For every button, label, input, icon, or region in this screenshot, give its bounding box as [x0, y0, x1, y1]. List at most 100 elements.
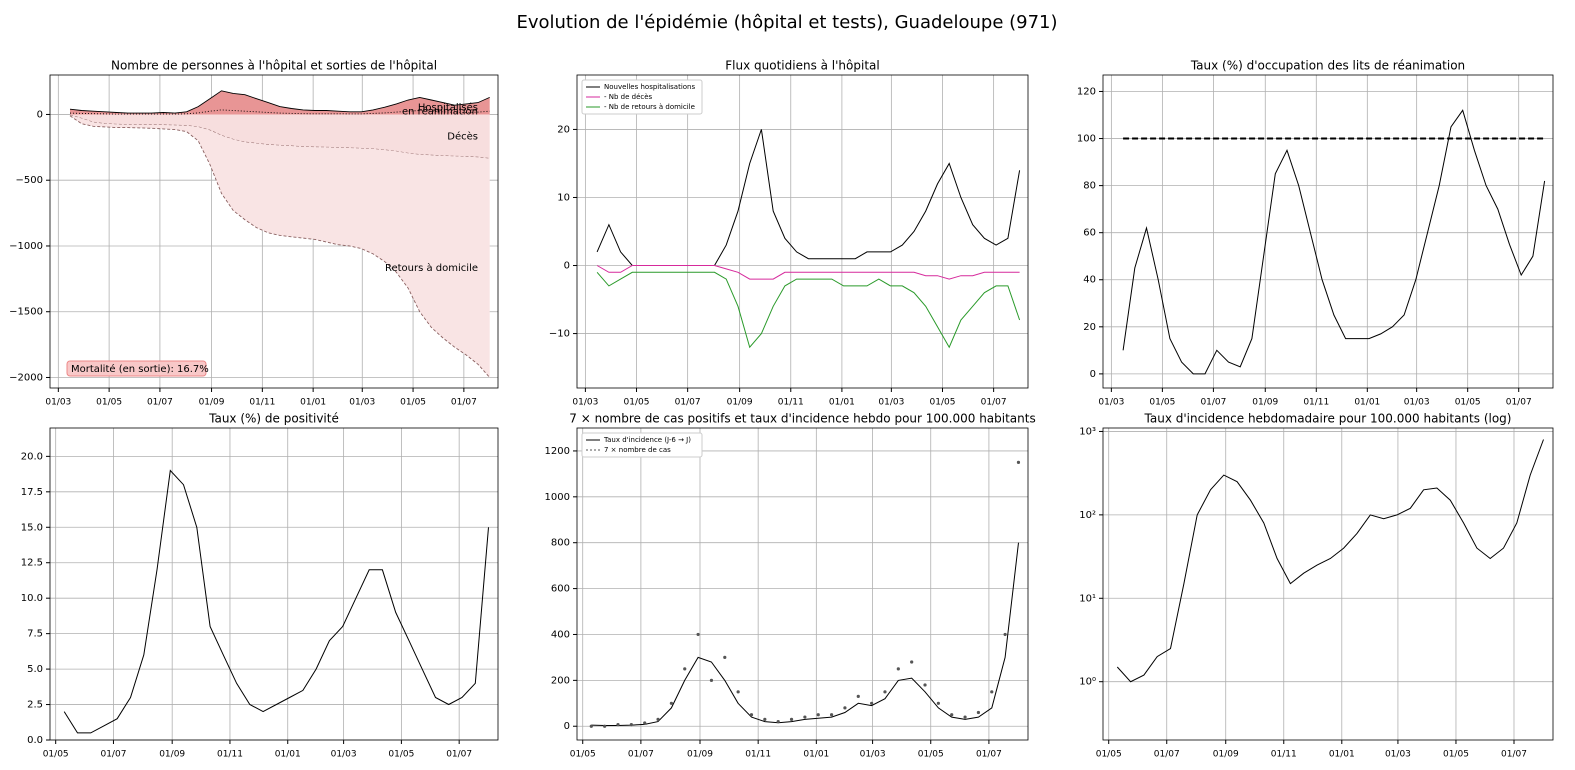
y-tick-label: 1000: [545, 492, 570, 503]
y-tick-label: 5.0: [27, 664, 43, 675]
y-tick-label: 15.0: [21, 522, 43, 533]
x-tick-label: 01/01: [1354, 398, 1380, 408]
x-tick-label: 01/11: [249, 398, 275, 408]
legend-box: [581, 79, 703, 115]
chart-title: Nombre de personnes à l'hôpital et sorti…: [111, 59, 437, 73]
y-tick-label: 17.5: [21, 487, 43, 498]
dot: [843, 706, 847, 710]
x-tick-label: 01/07: [1501, 750, 1527, 760]
y-tick-label: 120: [1077, 86, 1096, 97]
y-tick-label: 0: [1090, 369, 1096, 380]
area: [70, 90, 490, 115]
y-tick-label: 40: [1083, 275, 1096, 286]
dot: [616, 723, 620, 727]
dot: [896, 667, 900, 671]
y-tick-label: 800: [551, 538, 570, 549]
x-tick-label: 01/05: [1443, 750, 1469, 760]
dot: [910, 660, 914, 664]
area-edge: [69, 115, 491, 378]
x-tick-label: 01/07: [1154, 750, 1180, 760]
x-tick-label: 01/01: [300, 398, 326, 408]
x-tick-label: 01/07: [976, 750, 1002, 760]
y-tick-label: 200: [551, 675, 570, 686]
dot: [603, 724, 607, 728]
area: [70, 115, 490, 378]
series-label: Hospitalisés: [418, 101, 478, 113]
chart-title: Taux (%) d'occupation des lits de réanim…: [1190, 59, 1465, 73]
y-tick-label: 0: [37, 109, 43, 120]
x-tick-label: 01/03: [878, 398, 904, 408]
x-tick-label: 01/07: [981, 398, 1007, 408]
y-tick-label: 400: [551, 629, 570, 640]
dot: [1003, 632, 1007, 637]
y-tick-label: 10⁰: [1079, 677, 1096, 688]
y-tick-label: 2.5: [27, 700, 43, 711]
line: [596, 265, 1020, 280]
line: [1116, 439, 1544, 683]
x-tick-label: 01/03: [349, 398, 375, 408]
dot: [669, 701, 673, 705]
dot: [829, 713, 834, 717]
x-tick-label: 01/01: [829, 398, 855, 408]
x-tick-label: 01/05: [43, 750, 69, 760]
plot-frame: [49, 427, 499, 741]
x-tick-label: 01/05: [1096, 750, 1122, 760]
plot-frame: [1102, 74, 1554, 389]
x-tick-label: 01/05: [96, 398, 122, 408]
legend-label: Nouvelles hospitalisations: [604, 83, 695, 91]
x-tick-label: 01/03: [572, 398, 598, 408]
dot: [629, 723, 633, 727]
dot: [1016, 460, 1021, 465]
y-tick-label: 20: [1083, 322, 1096, 333]
y-tick-label: 0: [564, 721, 570, 732]
dot: [656, 717, 660, 721]
dot: [803, 715, 807, 719]
legend-label: - Nb de retours à domicile: [604, 103, 695, 111]
annotation-box: [66, 360, 207, 377]
x-tick-label: 01/09: [1213, 750, 1239, 760]
x-tick-label: 01/09: [159, 750, 185, 760]
x-tick-label: 01/01: [803, 750, 829, 760]
dot: [776, 720, 780, 724]
y-tick-label: −2000: [9, 372, 43, 383]
plot-frame: [576, 74, 1029, 389]
y-tick-label: 12.5: [21, 558, 43, 569]
dot: [990, 690, 994, 694]
y-tick-label: 10¹: [1079, 593, 1096, 604]
y-tick-label: 10²: [1079, 510, 1096, 521]
x-tick-label: 01/03: [1385, 750, 1411, 760]
x-tick-label: 01/05: [400, 398, 426, 408]
y-tick-label: 20: [557, 124, 570, 135]
area-edge: [69, 109, 490, 115]
line: [1122, 109, 1546, 375]
y-tick-label: 60: [1083, 228, 1096, 239]
x-tick-label: 01/07: [147, 398, 173, 408]
x-tick-label: 01/11: [745, 750, 771, 760]
y-tick-label: 0.0: [27, 735, 43, 746]
dot: [789, 717, 794, 721]
x-tick-label: 01/07: [100, 750, 126, 760]
dot: [589, 724, 593, 728]
x-tick-label: 01/07: [1506, 398, 1532, 408]
y-tick-label: 10: [557, 192, 570, 203]
x-tick-label: 01/05: [930, 398, 956, 408]
x-tick-label: 01/09: [1252, 398, 1278, 408]
dot: [643, 721, 647, 725]
plot-frame: [1102, 427, 1554, 741]
dot: [923, 683, 927, 687]
line: [591, 542, 1019, 726]
legend-box: [581, 432, 703, 458]
y-tick-label: 80: [1083, 181, 1096, 192]
series-label: Décès: [447, 130, 478, 142]
x-tick-label: 01/07: [628, 750, 654, 760]
area: [70, 114, 490, 159]
dot: [816, 713, 820, 717]
x-tick-label: 01/01: [1329, 750, 1355, 760]
legend-label: 7 × nombre de cas: [604, 446, 671, 454]
line: [63, 469, 489, 734]
series-label: en réanimation: [402, 105, 478, 117]
y-tick-label: 20.0: [21, 451, 43, 462]
x-tick-label: 01/05: [1149, 398, 1175, 408]
legend-label: - Nb de décès: [604, 93, 653, 101]
